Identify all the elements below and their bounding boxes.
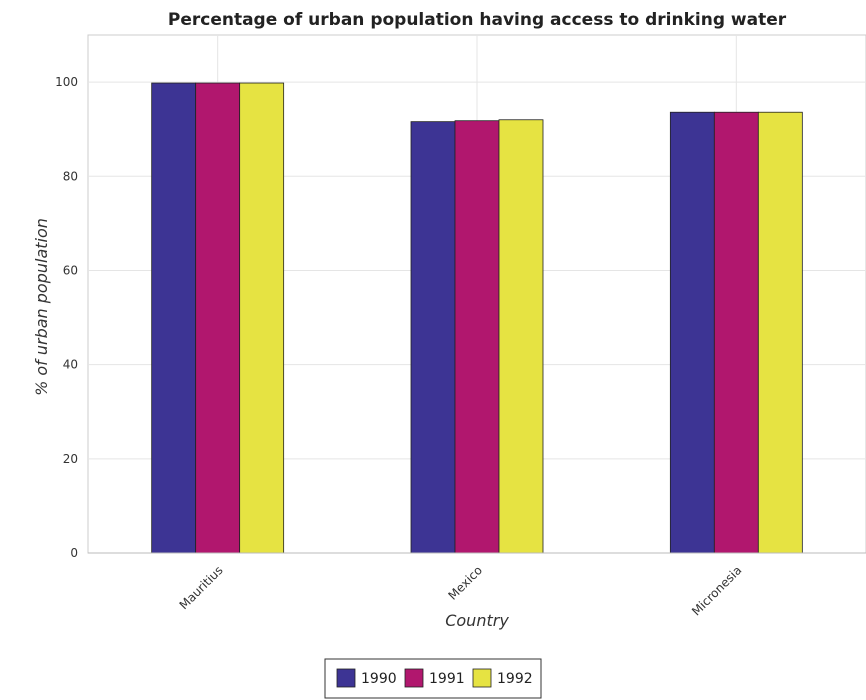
x-axis-label: Country <box>445 611 509 630</box>
chart-title: Percentage of urban population having ac… <box>168 10 787 30</box>
bar-1990-mexico <box>410 121 456 554</box>
y-axis-label: % of urban population <box>32 218 51 396</box>
bar-1990-mauritius <box>151 82 197 554</box>
y-tick-label: 100 <box>55 75 78 89</box>
y-tick-label: 40 <box>63 358 78 372</box>
bar-1992-micronesia <box>757 111 803 554</box>
legend-label-1991: 1991 <box>429 671 465 687</box>
bar-1991-mauritius <box>195 82 241 554</box>
y-tick-label: 60 <box>63 263 78 277</box>
y-tick-label: 0 <box>70 546 78 560</box>
legend-swatch-1990 <box>336 668 356 688</box>
legend-swatch-1991 <box>404 668 424 688</box>
x-tick-label: Mexico <box>446 563 486 603</box>
y-tick-label: 20 <box>63 452 78 466</box>
legend-swatch-1992 <box>472 668 492 688</box>
x-tick-label: Micronesia <box>689 563 744 618</box>
y-tick-label: 80 <box>63 169 78 183</box>
legend-label-1992: 1992 <box>497 671 533 687</box>
legend: 1990 1991 1992 <box>324 658 542 699</box>
x-tick-label: Mauritius <box>177 563 226 612</box>
plot-area: 0 20 40 60 80 100 Mauritius Mexico Micronesia <box>55 34 866 618</box>
bar-1990-micronesia <box>669 111 715 554</box>
legend-box <box>324 658 542 699</box>
bar-1991-micronesia <box>713 111 759 554</box>
bar-1992-mauritius <box>239 82 285 554</box>
bar-1992-mexico <box>498 119 544 554</box>
bar-1991-mexico <box>454 120 500 554</box>
legend-label-1990: 1990 <box>361 671 397 687</box>
